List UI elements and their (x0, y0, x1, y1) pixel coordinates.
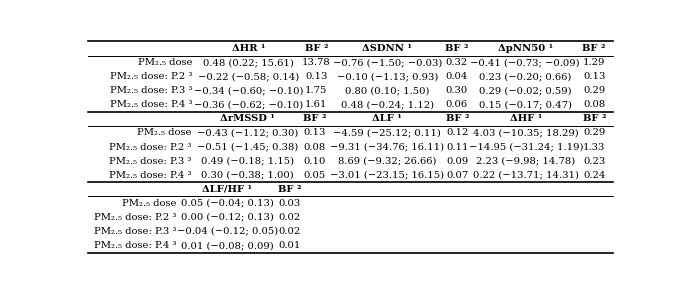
Text: BF ²: BF ² (278, 185, 301, 194)
Text: 1.61: 1.61 (305, 100, 328, 109)
Text: PM₂.₅ dose: PM₂.₅ dose (122, 199, 177, 208)
Text: −4.59 (−25.12; 0.11): −4.59 (−25.12; 0.11) (333, 128, 441, 137)
Text: 0.30: 0.30 (445, 86, 467, 95)
Text: 8.69 (−9.32; 26.66): 8.69 (−9.32; 26.66) (338, 157, 436, 166)
Text: BF ²: BF ² (304, 44, 328, 53)
Text: −0.76 (−1.50; −0.03): −0.76 (−1.50; −0.03) (332, 58, 442, 67)
Text: 0.30 (−0.38; 1.00): 0.30 (−0.38; 1.00) (201, 171, 293, 180)
Text: 0.02: 0.02 (278, 227, 300, 236)
Text: ΔrMSSD ¹: ΔrMSSD ¹ (220, 114, 275, 123)
Text: 0.22 (−13.71; 14.31): 0.22 (−13.71; 14.31) (473, 171, 579, 180)
Text: 0.07: 0.07 (446, 171, 469, 180)
Text: PM₂.₅ dose: P.2 ³: PM₂.₅ dose: P.2 ³ (109, 142, 192, 151)
Text: ΔLF ¹: ΔLF ¹ (372, 114, 402, 123)
Text: 13.78: 13.78 (302, 58, 330, 67)
Text: BF ²: BF ² (445, 114, 469, 123)
Text: PM₂.₅ dose: PM₂.₅ dose (138, 58, 192, 67)
Text: 1.33: 1.33 (583, 142, 605, 151)
Text: 0.08: 0.08 (304, 142, 326, 151)
Text: PM₂.₅ dose: P.3 ³: PM₂.₅ dose: P.3 ³ (110, 86, 192, 95)
Text: 0.04: 0.04 (445, 72, 468, 81)
Text: 1.75: 1.75 (305, 86, 328, 95)
Text: BF ²: BF ² (583, 44, 606, 53)
Text: ΔHR ¹: ΔHR ¹ (232, 44, 265, 53)
Text: ΔLF/HF ¹: ΔLF/HF ¹ (202, 185, 252, 194)
Text: 0.29: 0.29 (583, 128, 605, 137)
Text: 0.12: 0.12 (446, 128, 469, 137)
Text: 0.29: 0.29 (583, 86, 605, 95)
Text: 0.24: 0.24 (583, 171, 605, 180)
Text: PM₂.₅ dose: P.4 ³: PM₂.₅ dose: P.4 ³ (94, 241, 177, 250)
Text: 0.03: 0.03 (278, 199, 300, 208)
Text: BF ²: BF ² (445, 44, 468, 53)
Text: −3.01 (−23.15; 16.15): −3.01 (−23.15; 16.15) (330, 171, 445, 180)
Text: 0.05: 0.05 (304, 171, 326, 180)
Text: 0.00 (−0.12; 0.13): 0.00 (−0.12; 0.13) (181, 213, 274, 222)
Text: PM₂.₅ dose: P.4 ³: PM₂.₅ dose: P.4 ³ (109, 171, 192, 180)
Text: PM₂.₅ dose: P.4 ³: PM₂.₅ dose: P.4 ³ (110, 100, 192, 109)
Text: 0.13: 0.13 (305, 72, 328, 81)
Text: BF ²: BF ² (583, 114, 606, 123)
Text: −0.41 (−0.73; −0.09): −0.41 (−0.73; −0.09) (471, 58, 580, 67)
Text: PM₂.₅ dose: PM₂.₅ dose (137, 128, 192, 137)
Text: −0.43 (−1.12; 0.30): −0.43 (−1.12; 0.30) (196, 128, 298, 137)
Text: 0.01: 0.01 (278, 241, 300, 250)
Text: 1.29: 1.29 (583, 58, 605, 67)
Text: 0.48 (0.22; 15.61): 0.48 (0.22; 15.61) (203, 58, 293, 67)
Text: 0.13: 0.13 (583, 72, 605, 81)
Text: ΔpNN50 ¹: ΔpNN50 ¹ (498, 44, 553, 53)
Text: 0.23 (−0.20; 0.66): 0.23 (−0.20; 0.66) (479, 72, 571, 81)
Text: 0.80 (0.10; 1.50): 0.80 (0.10; 1.50) (345, 86, 430, 95)
Text: 0.10: 0.10 (304, 157, 326, 166)
Text: −14.95 (−31.24; 1.19): −14.95 (−31.24; 1.19) (469, 142, 583, 151)
Text: 0.05 (−0.04; 0.13): 0.05 (−0.04; 0.13) (181, 199, 274, 208)
Text: −0.04 (−0.12; 0.05): −0.04 (−0.12; 0.05) (176, 227, 278, 236)
Text: ΔHF ¹: ΔHF ¹ (510, 114, 542, 123)
Text: PM₂.₅ dose: P.3 ³: PM₂.₅ dose: P.3 ³ (109, 157, 192, 166)
Text: −0.51 (−1.45; 0.38): −0.51 (−1.45; 0.38) (196, 142, 298, 151)
Text: 0.02: 0.02 (278, 213, 300, 222)
Text: −0.34 (−0.60; −0.10): −0.34 (−0.60; −0.10) (194, 86, 303, 95)
Text: 2.23 (−9.98; 14.78): 2.23 (−9.98; 14.78) (476, 157, 575, 166)
Text: 0.48 (−0.24; 1.12): 0.48 (−0.24; 1.12) (341, 100, 434, 109)
Text: 0.08: 0.08 (583, 100, 605, 109)
Text: 0.32: 0.32 (445, 58, 467, 67)
Text: PM₂.₅ dose: P.3 ³: PM₂.₅ dose: P.3 ³ (94, 227, 177, 236)
Text: 4.03 (−10.35; 18.29): 4.03 (−10.35; 18.29) (473, 128, 579, 137)
Text: ΔSDNN ¹: ΔSDNN ¹ (363, 44, 412, 53)
Text: −0.22 (−0.58; 0.14): −0.22 (−0.58; 0.14) (198, 72, 299, 81)
Text: 0.29 (−0.02; 0.59): 0.29 (−0.02; 0.59) (479, 86, 572, 95)
Text: 0.49 (−0.18; 1.15): 0.49 (−0.18; 1.15) (201, 157, 294, 166)
Text: −9.31 (−34.76; 16.11): −9.31 (−34.76; 16.11) (330, 142, 445, 151)
Text: PM₂.₅ dose: P.2 ³: PM₂.₅ dose: P.2 ³ (94, 213, 177, 222)
Text: 0.15 (−0.17; 0.47): 0.15 (−0.17; 0.47) (479, 100, 572, 109)
Text: PM₂.₅ dose: P.2 ³: PM₂.₅ dose: P.2 ³ (110, 72, 192, 81)
Text: BF ²: BF ² (303, 114, 326, 123)
Text: 0.06: 0.06 (445, 100, 467, 109)
Text: −0.10 (−1.13; 0.93): −0.10 (−1.13; 0.93) (337, 72, 438, 81)
Text: 0.01 (−0.08; 0.09): 0.01 (−0.08; 0.09) (181, 241, 274, 250)
Text: −0.36 (−0.62; −0.10): −0.36 (−0.62; −0.10) (194, 100, 303, 109)
Text: 0.23: 0.23 (583, 157, 605, 166)
Text: 0.09: 0.09 (446, 157, 469, 166)
Text: 0.13: 0.13 (304, 128, 326, 137)
Text: 0.11: 0.11 (446, 142, 469, 151)
